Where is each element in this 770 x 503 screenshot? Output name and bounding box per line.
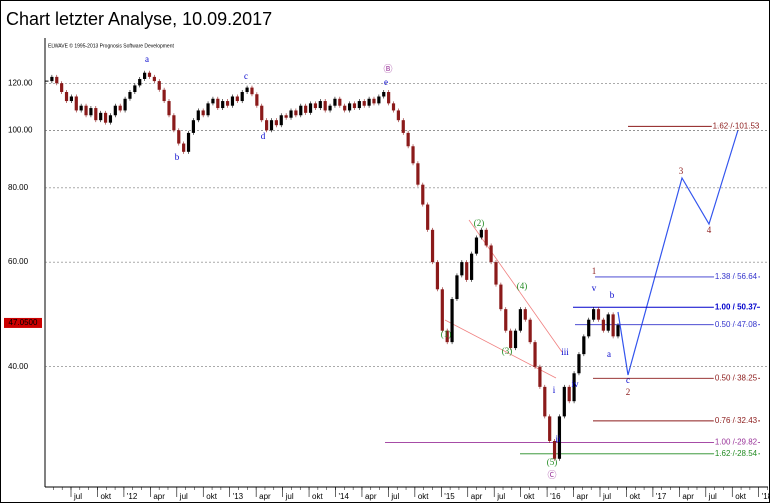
y-tick-label: 80.00 bbox=[8, 183, 29, 192]
wave-label: v bbox=[592, 283, 597, 293]
x-tick-label: apr bbox=[153, 492, 165, 501]
wave-label: c bbox=[626, 375, 630, 385]
fib-label: 1.62 / 101.53 bbox=[713, 121, 760, 130]
wave-label: (1) bbox=[441, 329, 452, 339]
y-tick-label: 100.00 bbox=[8, 125, 33, 134]
x-tick-label: okt bbox=[629, 492, 640, 501]
x-tick-label: jul bbox=[708, 492, 717, 501]
x-tick-label: jul bbox=[285, 492, 294, 501]
fib-label: 1.62 / 28.54 bbox=[715, 449, 758, 458]
fib-label: 0.50 / 47.08 bbox=[715, 320, 758, 329]
chart-title: Chart letzter Analyse, 10.09.2017 bbox=[6, 9, 272, 29]
wave-label: c bbox=[244, 71, 248, 81]
wave-label: b bbox=[610, 290, 615, 300]
wave-label: 4 bbox=[707, 225, 712, 235]
wave-label: e bbox=[384, 77, 388, 87]
x-tick-label: apr bbox=[259, 492, 271, 501]
x-tick-label: '16 bbox=[550, 492, 561, 501]
y-tick-label: 40.00 bbox=[8, 362, 29, 371]
fib-label: 0.76 / 32.43 bbox=[715, 416, 758, 425]
x-tick-label: apr bbox=[682, 492, 694, 501]
x-tick-label: okt bbox=[524, 492, 535, 501]
wave-label: a bbox=[607, 349, 611, 359]
x-tick-label: okt bbox=[735, 492, 746, 501]
x-tick-label: jul bbox=[73, 492, 82, 501]
wave-label: (5) bbox=[547, 457, 558, 467]
x-tick-label: '13 bbox=[233, 492, 244, 501]
wave-label: Ⓒ bbox=[547, 470, 556, 480]
wave-label: ii bbox=[555, 434, 561, 444]
wave-label: a bbox=[145, 54, 149, 64]
wave-label: (4) bbox=[517, 281, 528, 291]
wave-label: iv bbox=[571, 379, 579, 389]
wave-label: 3 bbox=[679, 166, 684, 176]
x-tick-label: apr bbox=[365, 492, 377, 501]
fib-label: 1.00 / 50.37 bbox=[715, 302, 758, 311]
x-tick-label: okt bbox=[418, 492, 429, 501]
wave-label: 2 bbox=[626, 387, 631, 397]
x-tick-label: '14 bbox=[339, 492, 350, 501]
trend-line bbox=[468, 219, 563, 353]
wave-label: 1 bbox=[592, 266, 597, 276]
x-tick-label: '17 bbox=[656, 492, 667, 501]
wave-label: iii bbox=[561, 347, 569, 357]
projection-path bbox=[617, 129, 739, 376]
y-tick-label: 120.00 bbox=[8, 78, 33, 87]
x-tick-label: apr bbox=[577, 492, 589, 501]
chart-subtitle: ELWAVE © 1995-2013 Prognosis Software De… bbox=[48, 42, 174, 49]
x-tick-label: jul bbox=[602, 492, 611, 501]
x-tick-label: okt bbox=[100, 492, 111, 501]
current-price-box bbox=[4, 317, 42, 328]
current-price-label: 47.0500 bbox=[9, 318, 38, 327]
wave-label: (2) bbox=[474, 218, 485, 228]
x-tick-label: '12 bbox=[127, 492, 138, 501]
x-tick-label: okt bbox=[206, 492, 217, 501]
x-tick-label: okt bbox=[312, 492, 323, 501]
wave-label: (3) bbox=[502, 346, 513, 356]
fib-label: 1.38 / 56.64 bbox=[715, 272, 758, 281]
x-tick-label: jul bbox=[179, 492, 188, 501]
fib-label: 1.00 / 29.82 bbox=[715, 438, 758, 447]
x-tick-label: jul bbox=[390, 492, 399, 501]
wave-label: Ⓑ bbox=[383, 64, 392, 74]
x-tick-label: '18 bbox=[762, 492, 770, 501]
x-tick-label: '15 bbox=[444, 492, 455, 501]
fib-label: 0.50 / 38.25 bbox=[715, 373, 758, 382]
trend-line bbox=[444, 319, 557, 379]
wave-label: d bbox=[261, 131, 266, 141]
wave-label: i bbox=[553, 385, 556, 395]
wave-label: b bbox=[175, 152, 180, 162]
y-tick-label: 60.00 bbox=[8, 257, 29, 266]
x-tick-label: jul bbox=[496, 492, 505, 501]
x-tick-label: apr bbox=[471, 492, 483, 501]
